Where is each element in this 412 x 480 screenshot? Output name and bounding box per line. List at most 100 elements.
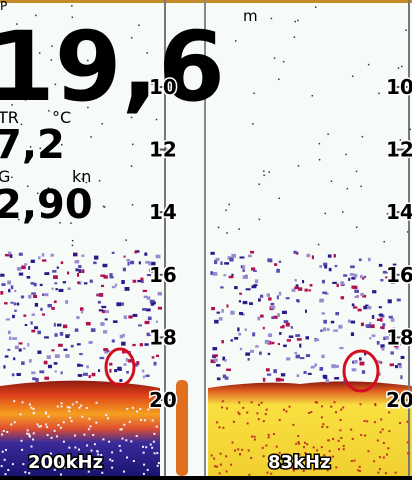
echo-dot [56,266,59,269]
echo-dot [144,252,148,256]
echo-dot [390,318,395,322]
bottom-dot [157,462,160,465]
echo-dot [242,300,248,305]
echo-dot [231,273,234,278]
noise-dot [146,52,148,54]
echo-dot [387,299,392,304]
bottom-dot [320,416,323,419]
depth-unit: m [243,7,258,25]
bottom-dot [272,433,275,436]
noise-dot [33,98,36,100]
bottom-dot [32,412,35,415]
echo-dot [51,306,55,310]
noise-dot [36,192,39,195]
bottom-dot [246,411,249,414]
noise-dot [20,123,23,126]
echo-dot [109,273,113,277]
echo-dot [63,348,68,351]
echo-dot [53,275,58,279]
echo-dot [277,313,280,317]
echo-dot [74,260,80,264]
echo-dot [37,330,41,335]
echo-dot [304,288,308,292]
echo-dot [104,350,108,354]
bottom-dot [358,470,361,473]
echo-dot [213,260,218,265]
scale-label: 20 [386,388,412,412]
bottom-dot [4,473,7,476]
echo-dot [314,363,317,367]
bottom-dot [373,460,376,463]
bottom-dot [405,404,408,407]
echo-dot [270,305,276,310]
echo-dot [379,313,383,317]
bottom-dot [71,403,74,406]
echo-dot [296,374,300,378]
echo-dot [18,272,24,276]
echo-dot [350,320,356,324]
echo-dot [155,320,158,323]
echo-dot [248,254,252,258]
echo-dot [348,277,351,281]
bottom-dot [285,410,288,413]
echo-dot [220,286,224,289]
bottom-dot [62,440,65,443]
bottom-dot [382,442,385,445]
noise-dot [386,212,389,215]
echo-dot [238,300,242,303]
echo-dot [132,343,136,347]
echo-dot [140,277,144,281]
echo-dot [400,355,405,359]
bottom-dot [123,423,126,426]
echo-dot [3,365,6,369]
scale-label: 16 [149,263,177,287]
scale-label: 10 [386,75,412,99]
bottom-dot [145,446,148,449]
noise-dot [355,226,358,228]
bottom-dot [34,461,37,464]
bottom-dot [53,468,56,471]
echo-dot [390,281,396,284]
bottom-dot [139,418,142,421]
echo-dot [382,314,385,318]
echo-dot [67,287,71,290]
echo-dot [393,345,399,348]
echo-dot [376,341,380,345]
bottom-dot [0,465,3,468]
noise-dot [330,180,333,182]
echo-dot [371,334,376,337]
echo-dot [267,258,272,262]
bottom-dot [69,416,72,419]
echo-dot [77,281,80,284]
bottom-dot [153,432,156,435]
echo-dot [350,332,355,337]
noise-dot [217,226,220,229]
bottom-dot [267,436,270,439]
noise-dot [102,205,105,208]
bottom-dot [142,451,145,454]
echo-dot [368,322,372,326]
echo-dot [126,370,129,374]
echo-dot [145,374,150,378]
echo-dot [250,250,255,254]
noise-dot [342,211,344,213]
bottom-dot [278,418,281,421]
noise-dot [51,45,53,47]
echo-dot [70,344,74,348]
bottom-dot [50,436,53,439]
echo-dot [210,359,216,364]
echo-dot [18,342,23,345]
bottom-dot [303,441,306,444]
noise-dot [268,171,270,173]
bottom-dot [213,465,216,468]
bottom-dot [210,454,213,457]
bottom-dot [89,425,92,428]
echo-dot [215,257,220,261]
bottom-dot [376,439,379,442]
echo-dot [28,359,32,363]
noise-dot [397,67,400,69]
bottom-dot [339,429,342,432]
bottom-dot [313,468,316,471]
echo-dot [111,339,115,343]
echo-dot [271,316,275,320]
